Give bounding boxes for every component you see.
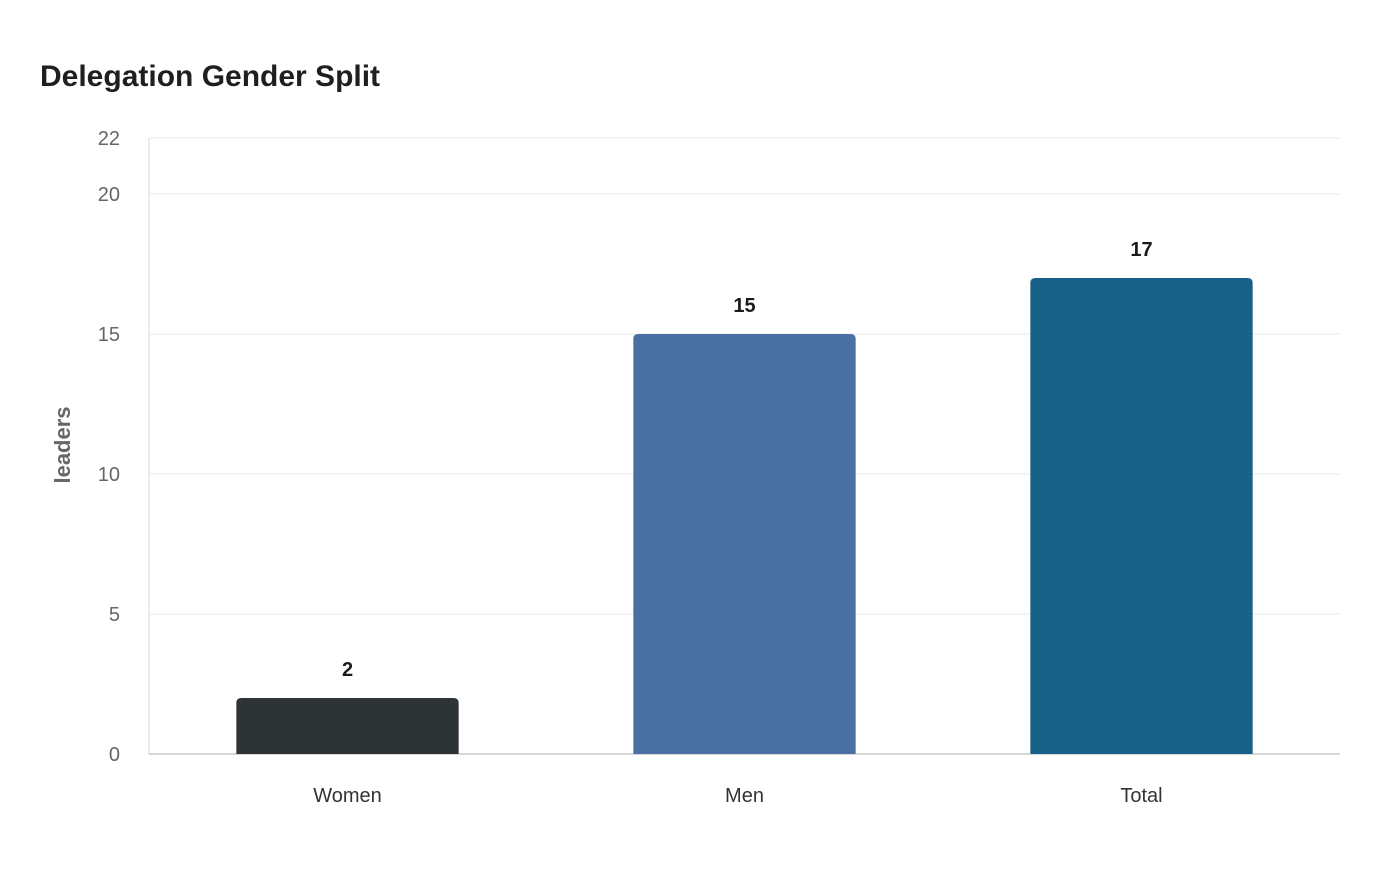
value-label-men: 15	[733, 295, 755, 317]
y-tick-label: 0	[109, 744, 120, 766]
y-tick-label: 22	[98, 128, 120, 150]
y-tick-label: 10	[98, 464, 120, 486]
value-label-total: 17	[1130, 239, 1152, 261]
value-label-women: 2	[342, 659, 353, 681]
value-labels: 2 15 17	[342, 239, 1153, 681]
x-tick-label-total: Total	[1120, 785, 1162, 807]
bar-total	[1030, 278, 1253, 754]
bar-women	[236, 698, 459, 754]
bar-men	[633, 334, 856, 754]
y-tick-label: 5	[109, 604, 120, 626]
y-tick-label: 20	[98, 184, 120, 206]
x-tick-labels: Women Men Total	[313, 785, 1162, 807]
x-tick-label-men: Men	[725, 785, 764, 807]
y-axis-label: leaders	[50, 406, 75, 483]
x-tick-label-women: Women	[313, 785, 382, 807]
chart-title: Delegation Gender Split	[40, 60, 381, 93]
bars	[236, 278, 1253, 754]
y-tick-label: 15	[98, 324, 120, 346]
y-tick-labels: 0 5 10 15 20 22	[98, 128, 120, 766]
